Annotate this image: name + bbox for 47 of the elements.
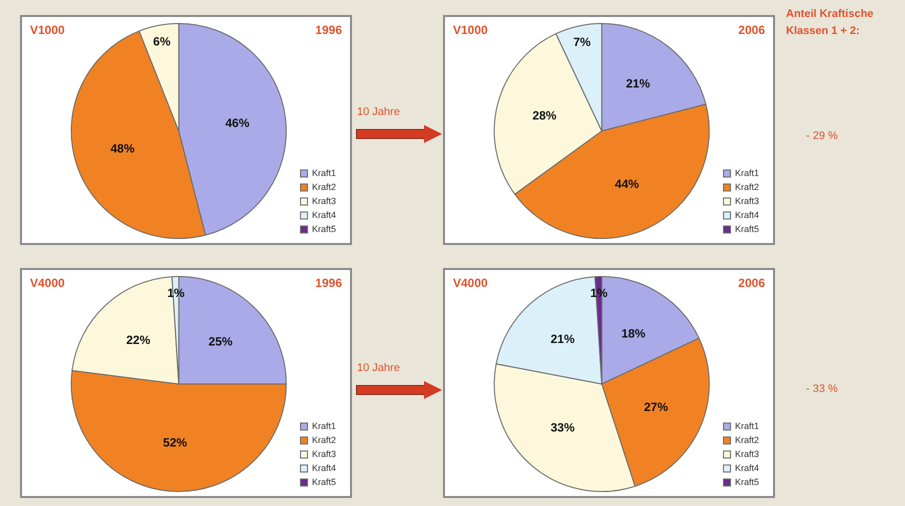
data-label: 44% bbox=[614, 176, 640, 191]
data-label: 52% bbox=[163, 435, 188, 450]
data-label: 21% bbox=[550, 332, 575, 346]
chart-subtitle: 1996 bbox=[315, 276, 342, 290]
data-label: 48% bbox=[110, 142, 135, 156]
data-label: 46% bbox=[225, 116, 250, 130]
data-label: 7% bbox=[573, 35, 592, 50]
data-label: 21% bbox=[626, 76, 650, 91]
legend-label: Kraft2 bbox=[734, 434, 760, 445]
data-label: 22% bbox=[126, 333, 151, 348]
legend-label: Kraft3 bbox=[312, 448, 336, 459]
legend-label: Kraft3 bbox=[734, 448, 760, 459]
chart-title: V1000 bbox=[453, 23, 488, 37]
chart-subtitle: 1996 bbox=[315, 23, 342, 37]
data-label: 33% bbox=[550, 420, 575, 435]
data-label: 6% bbox=[153, 34, 171, 49]
legend-label: Kraft2 bbox=[312, 182, 336, 192]
chart-subtitle: 2006 bbox=[738, 23, 765, 37]
legend-label: Kraft4 bbox=[734, 210, 760, 220]
text: 10 Jahre bbox=[357, 106, 400, 118]
legend-label: Kraft3 bbox=[734, 196, 760, 206]
legend-label: Kraft1 bbox=[734, 420, 760, 431]
text: - 33 % bbox=[806, 383, 838, 395]
data-label: 28% bbox=[532, 108, 557, 123]
legend-label: Kraft4 bbox=[312, 462, 336, 473]
text: 10 Jahre bbox=[357, 362, 400, 374]
text: Anteil Kraftische Klassen 1 + 2: bbox=[786, 7, 874, 39]
chart-title: V4000 bbox=[453, 276, 488, 290]
legend-label: Kraft5 bbox=[312, 224, 336, 234]
legend-label: Kraft3 bbox=[312, 196, 336, 206]
legend-label: Kraft4 bbox=[312, 210, 336, 220]
chart-subtitle: 2006 bbox=[738, 276, 765, 290]
legend-label: Kraft5 bbox=[734, 476, 760, 487]
text: - 29 % bbox=[806, 130, 838, 142]
data-label: 18% bbox=[621, 326, 646, 340]
legend-label: Kraft4 bbox=[734, 462, 760, 473]
legend-label: Kraft5 bbox=[312, 476, 336, 487]
data-label: 27% bbox=[644, 400, 668, 414]
chart-title: V4000 bbox=[30, 276, 65, 290]
legend-label: Kraft2 bbox=[312, 434, 336, 445]
chart-title: V1000 bbox=[30, 23, 65, 37]
legend-label: Kraft2 bbox=[734, 182, 760, 192]
data-label: 25% bbox=[208, 334, 233, 349]
legend-label: Kraft1 bbox=[734, 168, 760, 178]
legend-label: Kraft5 bbox=[734, 224, 760, 234]
legend-label: Kraft1 bbox=[312, 168, 336, 178]
legend-label: Kraft1 bbox=[312, 420, 336, 431]
